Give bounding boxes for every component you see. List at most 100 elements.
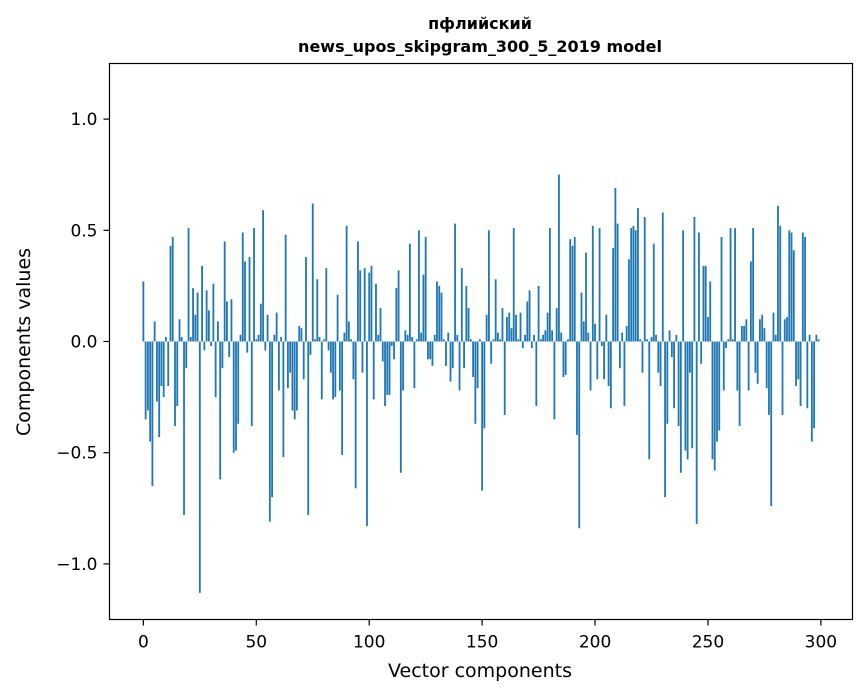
bar-component-113 [397, 270, 400, 342]
bar-component-297 [813, 341, 816, 429]
bar-component-107 [384, 341, 386, 406]
bar-component-48 [250, 341, 253, 427]
bar-component-293 [804, 236, 806, 342]
bar-component-62 [282, 341, 285, 458]
bar-component-111 [393, 341, 395, 360]
bar-component-123 [420, 332, 423, 342]
y-axis-label: Components values [13, 248, 35, 436]
bar-component-4 [151, 341, 154, 487]
bar-component-181 [551, 330, 554, 342]
bar-component-163 [510, 328, 513, 342]
bar-component-110 [390, 341, 393, 346]
x-tick-label: 250 [692, 633, 724, 653]
bar-component-132 [440, 292, 443, 342]
bar-component-135 [447, 332, 450, 342]
bar-component-17 [180, 337, 183, 342]
bar-component-250 [707, 317, 709, 342]
bar-component-45 [244, 261, 246, 342]
bar-component-155 [492, 339, 495, 342]
bar-component-143 [465, 285, 468, 342]
bar-component-255 [718, 341, 721, 431]
bar-component-191 [573, 236, 576, 342]
bar-component-101 [370, 265, 373, 342]
bar-component-195 [582, 321, 585, 342]
bar-component-35 [221, 341, 224, 369]
bar-component-273 [759, 319, 761, 342]
bar-component-298 [815, 334, 818, 342]
bar-component-165 [515, 314, 517, 342]
bar-component-127 [429, 341, 432, 360]
bar-component-151 [483, 341, 486, 429]
bar-component-37 [226, 301, 228, 342]
bar-component-104 [377, 334, 380, 342]
bar-component-183 [555, 308, 558, 342]
bar-component-158 [499, 339, 502, 342]
bar-component-86 [336, 294, 339, 342]
bar-component-252 [711, 341, 714, 460]
bar-component-209 [614, 188, 617, 342]
bar-component-60 [277, 341, 280, 391]
y-axis-ticks: −1.0 −0.5 0.0 0.5 1.0 [56, 110, 110, 575]
x-tick-label: 50 [245, 633, 267, 653]
bar-component-244 [693, 216, 696, 342]
bar-component-112 [395, 288, 398, 342]
bar-component-59 [275, 312, 278, 342]
bar-component-128 [431, 341, 434, 366]
bar-component-254 [716, 341, 718, 442]
bar-component-214 [625, 325, 628, 342]
bar-component-220 [639, 339, 642, 342]
bar-component-64 [287, 341, 289, 389]
bar-component-224 [648, 341, 651, 460]
bar-component-216 [630, 228, 633, 342]
bar-component-248 [702, 265, 705, 342]
bar-component-54 [264, 341, 267, 351]
bar-component-288 [792, 250, 795, 342]
bar-component-234 [670, 341, 673, 358]
bar-component-228 [657, 341, 660, 373]
bar-component-253 [713, 341, 716, 471]
bar-component-9 [162, 341, 165, 398]
bar-component-162 [508, 312, 511, 342]
bar-component-238 [679, 341, 682, 473]
bar-component-119 [411, 337, 414, 342]
bar-component-227 [655, 334, 657, 342]
bar-component-100 [368, 272, 371, 342]
bar-component-22 [192, 288, 194, 342]
bar-component-89 [343, 332, 346, 342]
bar-component-42 [237, 341, 240, 424]
bar-component-233 [668, 330, 671, 342]
bar-component-36 [223, 241, 226, 342]
bar-component-263 [736, 341, 739, 391]
bar-component-49 [253, 228, 255, 342]
bar-component-87 [338, 341, 341, 391]
bar-component-105 [379, 308, 382, 342]
bar-component-134 [445, 341, 447, 366]
bar-component-2 [146, 341, 149, 411]
bar-component-13 [171, 236, 174, 342]
bar-component-145 [469, 339, 472, 342]
bar-component-176 [539, 339, 542, 342]
bar-component-174 [535, 341, 538, 406]
bar-component-77 [316, 279, 319, 342]
bar-component-202 [598, 228, 601, 342]
bar-component-33 [217, 321, 219, 342]
x-tick-label: 100 [353, 633, 385, 653]
bar-component-29 [207, 310, 210, 342]
bar-component-201 [596, 341, 599, 380]
bar-component-18 [183, 341, 185, 515]
bar-component-21 [189, 337, 192, 342]
bar-component-241 [686, 341, 689, 460]
bar-component-97 [361, 341, 364, 373]
bar-component-257 [722, 341, 725, 391]
bar-component-160 [503, 341, 506, 415]
bar-component-95 [357, 241, 359, 342]
chart-title-line2: news_upos_skipgram_300_5_2019 model [298, 37, 662, 56]
bar-component-32 [214, 341, 217, 398]
bar-component-218 [634, 230, 637, 342]
bar-component-211 [618, 341, 621, 369]
bar-component-294 [806, 341, 809, 409]
bar-component-225 [650, 337, 653, 342]
bar-component-50 [255, 339, 258, 342]
bar-component-41 [235, 341, 237, 451]
